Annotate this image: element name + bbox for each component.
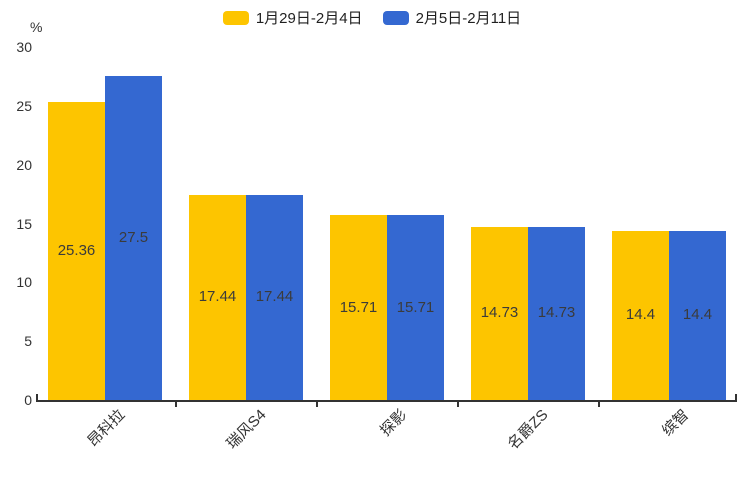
y-axis-tick-label: 15 bbox=[16, 215, 32, 232]
y-axis-unit-label: % bbox=[30, 19, 43, 35]
bar-value-label: 14.73 bbox=[480, 304, 519, 322]
x-axis-label: 瑞风S4 bbox=[223, 406, 270, 453]
legend-swatch-icon bbox=[222, 11, 249, 25]
bar bbox=[669, 230, 726, 400]
bar bbox=[387, 215, 444, 400]
x-axis-boundary-tick bbox=[598, 402, 600, 407]
bar bbox=[330, 215, 387, 400]
y-axis-tick-label: 20 bbox=[16, 156, 32, 173]
bar bbox=[471, 226, 528, 400]
bar-value-label: 25.36 bbox=[57, 241, 96, 259]
bar bbox=[48, 101, 105, 400]
bar-value-label: 14.4 bbox=[625, 306, 656, 324]
legend-item-series-1[interactable]: 1月29日-2月4日 bbox=[222, 9, 363, 27]
bar bbox=[246, 194, 303, 400]
legend-label: 2月5日-2月11日 bbox=[415, 9, 522, 27]
y-axis-tick-label: 25 bbox=[16, 97, 32, 114]
legend-label: 1月29日-2月4日 bbox=[255, 9, 363, 27]
x-axis-boundary-tick bbox=[175, 402, 177, 407]
y-axis-tick-label: 5 bbox=[24, 333, 32, 350]
bar bbox=[189, 194, 246, 400]
y-axis-tick-label: 30 bbox=[16, 39, 32, 55]
legend: 1月29日-2月4日 2月5日-2月11日 bbox=[0, 6, 744, 30]
axis-end-tick bbox=[36, 394, 38, 400]
x-axis-label: 探影 bbox=[377, 406, 411, 440]
bar-value-label: 17.44 bbox=[255, 288, 294, 306]
bar-value-label: 14.4 bbox=[682, 306, 713, 324]
bar bbox=[105, 76, 162, 400]
x-axis-label: 昂科拉 bbox=[84, 406, 129, 451]
bar-value-label: 15.71 bbox=[339, 298, 378, 316]
axis-end-tick bbox=[735, 394, 737, 400]
bar-value-label: 17.44 bbox=[198, 288, 237, 306]
bar-value-label: 27.5 bbox=[118, 229, 149, 247]
y-axis-tick-label: 0 bbox=[24, 392, 32, 408]
x-axis-boundary-tick bbox=[316, 402, 318, 407]
x-axis-label: 缤智 bbox=[659, 406, 693, 440]
bar-value-label: 15.71 bbox=[396, 298, 435, 316]
bar-value-label: 14.73 bbox=[537, 304, 576, 322]
bar bbox=[612, 230, 669, 400]
x-axis-line bbox=[36, 400, 737, 402]
legend-swatch-icon bbox=[382, 11, 409, 25]
x-axis-label: 名爵ZS bbox=[504, 406, 552, 454]
bar bbox=[528, 226, 585, 400]
legend-item-series-2[interactable]: 2月5日-2月11日 bbox=[382, 9, 522, 27]
x-axis-boundary-tick bbox=[457, 402, 459, 407]
y-axis-tick-label: 10 bbox=[16, 274, 32, 291]
